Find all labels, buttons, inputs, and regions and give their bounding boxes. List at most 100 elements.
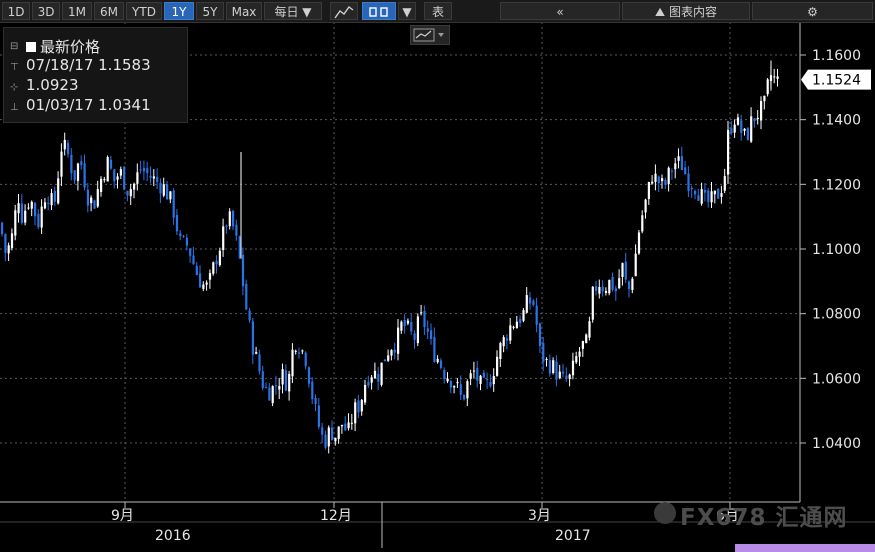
- candle-body: [479, 375, 482, 384]
- candle-body: [314, 397, 317, 404]
- candle-body: [278, 386, 281, 390]
- candle-body: [238, 236, 241, 258]
- candle-body: [248, 310, 251, 321]
- legend-title-text: 最新价格: [40, 38, 101, 56]
- y-tick-label: 1.0800: [812, 307, 861, 323]
- y-tick-label: 1.0400: [812, 436, 861, 452]
- candle-body: [40, 206, 43, 228]
- candle-body: [274, 385, 278, 387]
- collapse-button[interactable]: «: [500, 2, 620, 20]
- candle-body: [535, 305, 538, 325]
- candle-body: [212, 262, 215, 274]
- legend-low: 01/03/17 1.0341: [26, 96, 151, 114]
- candle-body: [466, 381, 469, 399]
- candle-body: [192, 255, 195, 265]
- candle-body: [430, 330, 433, 339]
- table-button[interactable]: 表: [424, 2, 452, 20]
- range-3d-button[interactable]: 3D: [32, 2, 60, 20]
- candle-body: [552, 360, 555, 373]
- candle-body: [529, 297, 532, 304]
- candle-body: [149, 175, 152, 178]
- range-1y-button[interactable]: 1Y: [164, 2, 194, 20]
- candle-body: [370, 377, 373, 383]
- candle-body: [86, 189, 89, 206]
- chart-content-label: 图表内容: [668, 5, 717, 19]
- candle-body: [284, 370, 287, 391]
- candle-body: [542, 343, 545, 362]
- y-tick-label: 1.1200: [812, 177, 861, 193]
- candle-body: [175, 214, 179, 232]
- candle-body: [103, 179, 106, 181]
- candle-body: [661, 178, 664, 182]
- frequency-select[interactable]: 每日 ▼: [264, 2, 322, 20]
- candle-body: [750, 116, 753, 142]
- candle-body: [222, 226, 225, 250]
- y-tick-label: 1.1400: [812, 113, 861, 129]
- candle-body: [331, 427, 334, 440]
- range-6m-button[interactable]: 6M: [94, 2, 124, 20]
- chart-type-dropdown-icon[interactable]: ▼: [398, 2, 416, 20]
- range-max-button[interactable]: Max: [226, 2, 262, 20]
- candle-body: [380, 362, 383, 385]
- candle-body: [53, 190, 56, 202]
- candle-body: [694, 190, 697, 195]
- candle-body: [403, 319, 406, 327]
- chart-style-selector[interactable]: [410, 25, 450, 45]
- candle-body: [344, 423, 347, 431]
- line-chart-glyph: [334, 6, 354, 19]
- candle-body: [416, 316, 419, 344]
- candle-body: [581, 341, 584, 349]
- candle-body: [644, 199, 647, 213]
- candle-body: [588, 321, 591, 338]
- legend-collapse-icon[interactable]: ⊟: [10, 41, 19, 52]
- candle-body: [136, 172, 139, 184]
- candle-body: [377, 373, 380, 382]
- candle-body: [545, 359, 548, 361]
- candle-body: [67, 142, 70, 155]
- candle-body: [628, 281, 631, 290]
- candle-body: [258, 354, 261, 372]
- candle-body: [20, 203, 23, 223]
- candle-body: [261, 371, 264, 389]
- candle-body: [4, 234, 7, 253]
- chart-content-button[interactable]: ⛰ 图表内容: [622, 2, 750, 20]
- candle-body: [152, 176, 155, 179]
- candle-body: [202, 284, 205, 289]
- candle-body: [383, 359, 386, 362]
- candle-body: [449, 380, 452, 388]
- candle-body: [746, 128, 749, 140]
- candle-body: [301, 350, 304, 352]
- legend-square-icon: [26, 42, 36, 52]
- candle-body: [773, 76, 776, 78]
- candlestick-icon[interactable]: [362, 2, 396, 20]
- candle-body: [166, 184, 169, 200]
- range-1m-button[interactable]: 1M: [62, 2, 92, 20]
- candle-body: [251, 321, 254, 355]
- candle-body: [291, 349, 294, 377]
- candle-body: [185, 237, 188, 246]
- candle-body: [631, 278, 634, 290]
- candle-body: [469, 373, 472, 379]
- candle-body: [763, 95, 766, 102]
- candle-body: [578, 351, 581, 357]
- range-1d-button[interactable]: 1D: [2, 2, 30, 20]
- candle-body: [463, 395, 466, 400]
- candle-body: [647, 182, 650, 199]
- range-ytd-button[interactable]: YTD: [126, 2, 162, 20]
- candle-body: [172, 190, 175, 218]
- candle-body: [354, 402, 357, 424]
- watermark-logo-icon: [654, 502, 676, 524]
- candle-body: [76, 163, 80, 181]
- candle-body: [393, 349, 396, 353]
- settings-button[interactable]: ⚙: [752, 2, 873, 20]
- line-chart-icon[interactable]: [330, 2, 358, 20]
- candle-body: [680, 156, 683, 171]
- candle-body: [707, 190, 710, 202]
- candle-body: [14, 210, 17, 236]
- candle-body: [317, 405, 320, 427]
- legend-mid: 1.0923: [26, 76, 79, 94]
- candle-body: [509, 325, 512, 341]
- candle-body: [90, 197, 93, 204]
- range-5y-button[interactable]: 5Y: [196, 2, 224, 20]
- candle-body: [205, 282, 208, 285]
